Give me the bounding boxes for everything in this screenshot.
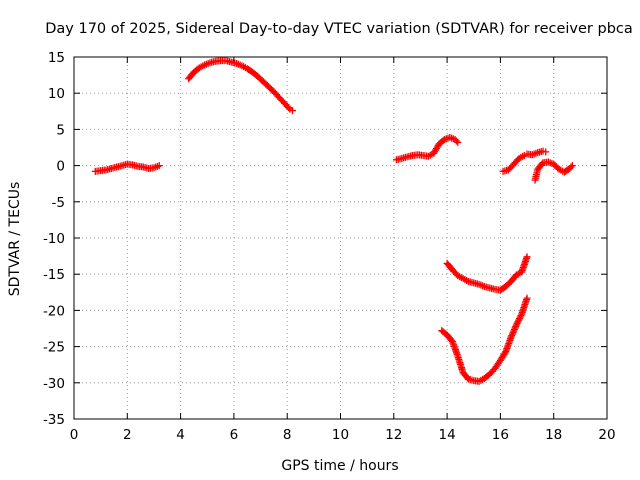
x-tick-label: 8 bbox=[283, 427, 292, 443]
y-tick-label: -20 bbox=[43, 303, 65, 319]
data-point bbox=[285, 104, 293, 112]
y-tick-label: 15 bbox=[48, 50, 65, 66]
y-tick-label: -30 bbox=[43, 376, 65, 392]
x-tick-label: 4 bbox=[176, 427, 185, 443]
data-point bbox=[452, 137, 460, 145]
data-point bbox=[509, 329, 517, 337]
data-point bbox=[501, 349, 509, 357]
series-arc-2 bbox=[185, 57, 297, 115]
data-point bbox=[507, 333, 515, 341]
y-tick-label: -25 bbox=[43, 340, 65, 356]
series-arc-6 bbox=[443, 253, 531, 294]
grid bbox=[74, 57, 607, 419]
data-point bbox=[154, 162, 162, 170]
data-point bbox=[512, 321, 520, 329]
data-point bbox=[532, 149, 540, 157]
data-points bbox=[91, 57, 576, 385]
x-tick-label: 2 bbox=[123, 427, 132, 443]
data-point bbox=[511, 324, 519, 332]
data-point bbox=[542, 148, 550, 156]
axis-ticks: 0 2 4 6 8 10 12 14 16 18 20 15 10 5 0 -5 -10 -15 -20 -25 -30… bbox=[43, 50, 616, 443]
data-point bbox=[510, 325, 518, 333]
series-arc-3 bbox=[392, 133, 462, 164]
data-point bbox=[515, 315, 523, 323]
data-point bbox=[517, 312, 525, 320]
y-axis-label: SDTVAR / TECUs bbox=[7, 182, 23, 297]
data-point bbox=[516, 313, 524, 321]
x-axis-label: GPS time / hours bbox=[281, 458, 398, 474]
y-tick-label: -15 bbox=[43, 267, 65, 283]
x-tick-label: 6 bbox=[230, 427, 239, 443]
series-arc-7 bbox=[438, 294, 531, 385]
data-point bbox=[508, 330, 516, 338]
x-tick-label: 14 bbox=[439, 427, 456, 443]
x-tick-label: 20 bbox=[598, 427, 615, 443]
data-point bbox=[508, 332, 516, 340]
data-point bbox=[514, 318, 522, 326]
series-arc-4 bbox=[499, 147, 550, 175]
y-tick-label: -10 bbox=[43, 231, 65, 247]
data-point bbox=[454, 138, 462, 146]
series-arc-1 bbox=[91, 160, 163, 175]
y-tick-label: 10 bbox=[48, 86, 65, 102]
data-point bbox=[568, 162, 576, 170]
x-tick-label: 0 bbox=[70, 427, 79, 443]
chart-title: Day 170 of 2025, Sidereal Day-to-day VTE… bbox=[45, 21, 633, 37]
data-point bbox=[515, 316, 523, 324]
x-tick-label: 10 bbox=[332, 427, 349, 443]
x-tick-label: 12 bbox=[385, 427, 402, 443]
x-tick-label: 16 bbox=[492, 427, 509, 443]
data-point bbox=[512, 322, 520, 330]
y-tick-label: 0 bbox=[56, 159, 65, 175]
data-point bbox=[523, 253, 531, 261]
plot-border bbox=[73, 56, 608, 420]
series-arc-5 bbox=[531, 158, 576, 184]
data-point bbox=[523, 294, 531, 302]
data-point bbox=[152, 163, 160, 171]
y-tick-label: 5 bbox=[56, 122, 65, 138]
data-point bbox=[567, 163, 575, 171]
y-tick-label: -5 bbox=[52, 195, 65, 211]
data-point bbox=[289, 107, 297, 115]
data-point bbox=[513, 319, 521, 327]
data-point bbox=[510, 327, 518, 335]
x-tick-label: 18 bbox=[545, 427, 562, 443]
data-point bbox=[155, 162, 163, 170]
y-tick-label: -35 bbox=[43, 412, 65, 428]
